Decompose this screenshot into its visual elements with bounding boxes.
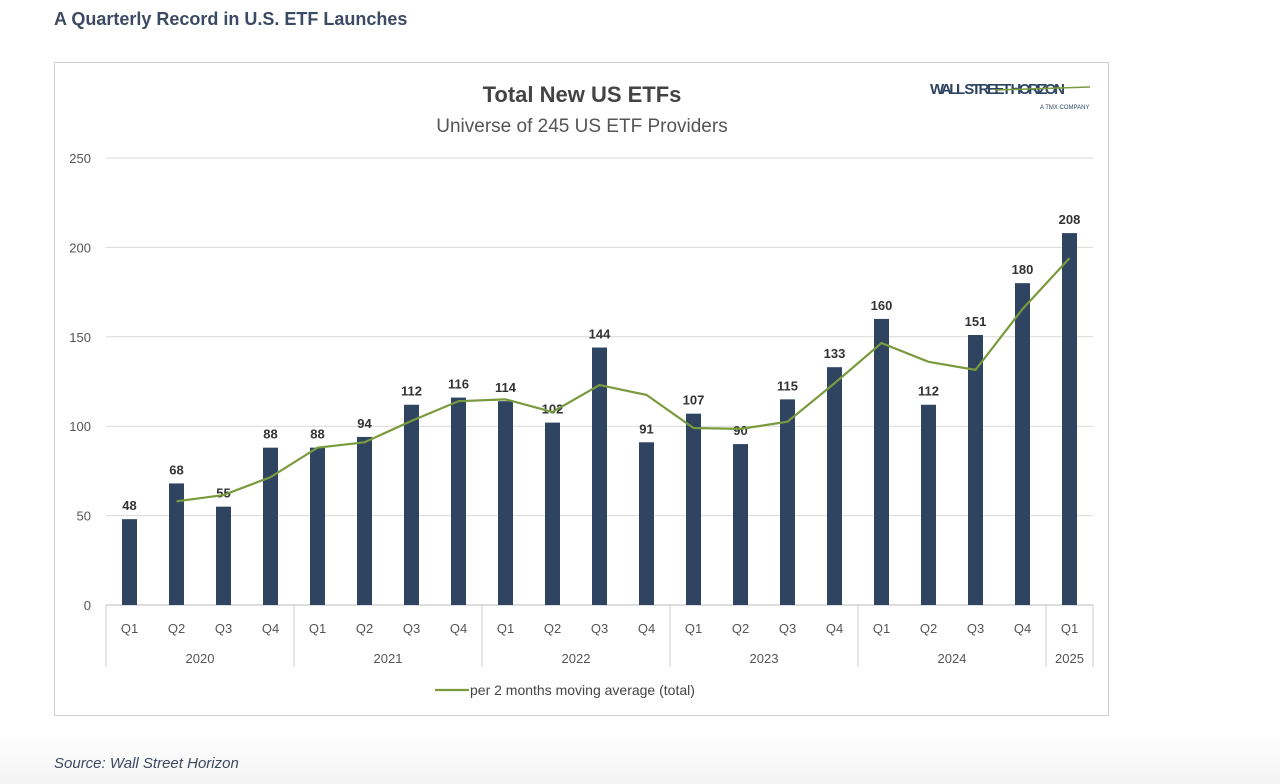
year-label: 2024: [938, 651, 967, 666]
bar: [451, 397, 466, 605]
x-tick-label: Q1: [1061, 621, 1078, 636]
data-label: 88: [310, 427, 324, 442]
x-tick-label: Q4: [262, 621, 279, 636]
chart-subtitle: Universe of 245 US ETF Providers: [436, 116, 727, 137]
bar: [827, 367, 842, 605]
y-tick-label: 150: [69, 330, 91, 345]
x-tick-label: Q2: [544, 621, 561, 636]
x-tick-label: Q1: [121, 621, 138, 636]
data-label: 68: [169, 462, 183, 477]
bar: [545, 422, 560, 605]
bar: [1062, 233, 1077, 605]
x-tick-label: Q4: [1014, 621, 1031, 636]
bar: [357, 436, 372, 605]
moving-average-line: [176, 257, 1071, 503]
x-tick-label: Q4: [450, 621, 467, 636]
y-tick-label: 0: [84, 598, 91, 613]
data-label: 112: [401, 384, 422, 399]
data-label: 48: [122, 498, 136, 513]
data-label: 115: [777, 378, 798, 393]
y-tick-label: 200: [69, 240, 91, 255]
x-tick-label: Q1: [309, 621, 326, 636]
bar: [1015, 283, 1030, 605]
bar: [686, 413, 701, 605]
data-label: 151: [965, 314, 987, 329]
bar: [780, 399, 795, 605]
data-label: 133: [824, 346, 846, 361]
x-tick-label: Q3: [215, 621, 232, 636]
chart: Total New US ETFs Universe of 245 US ETF …: [69, 81, 1094, 698]
x-tick-label: Q1: [497, 621, 514, 636]
data-label: 107: [683, 393, 705, 408]
x-tick-label: Q3: [403, 621, 420, 636]
logo-subtext: A TMX COMPANY: [1040, 105, 1089, 111]
year-label: 2023: [750, 651, 779, 666]
bar: [122, 519, 137, 605]
x-tick-label: Q3: [591, 621, 608, 636]
source-note: Source: Wall Street Horizon: [54, 755, 239, 772]
data-label: 102: [542, 402, 564, 417]
data-label: 88: [263, 427, 277, 442]
y-tick-label: 50: [77, 509, 91, 524]
x-tick-label: Q4: [638, 621, 655, 636]
y-tick-label: 100: [69, 419, 91, 434]
bar: [968, 335, 983, 605]
year-label: 2020: [186, 651, 215, 666]
bar: [404, 404, 419, 605]
data-label: 55: [216, 486, 230, 501]
year-label: 2025: [1055, 651, 1084, 666]
bar: [592, 347, 607, 605]
x-tick-label: Q2: [732, 621, 749, 636]
bar: [216, 506, 231, 605]
x-tick-label: Q1: [685, 621, 702, 636]
bar: [498, 401, 513, 605]
bar: [263, 447, 278, 605]
page-heading: A Quarterly Record in U.S. ETF Launches: [54, 9, 408, 29]
bar: [169, 483, 184, 605]
data-label: 112: [918, 384, 939, 399]
bar: [874, 318, 889, 605]
data-label: 116: [448, 377, 469, 392]
x-tick-label: Q2: [168, 621, 185, 636]
x-tick-label: Q4: [826, 621, 843, 636]
data-label: 160: [871, 298, 893, 313]
data-label: 91: [639, 421, 653, 436]
x-tick-label: Q2: [920, 621, 937, 636]
year-label: 2022: [562, 651, 591, 666]
logo-swoosh: [994, 86, 1091, 91]
legend-label: per 2 months moving average (total): [470, 682, 695, 698]
bar: [639, 442, 654, 605]
data-label: 144: [589, 327, 611, 342]
chart-title: Total New US ETFs: [483, 82, 682, 107]
x-tick-label: Q3: [779, 621, 796, 636]
year-label: 2021: [374, 651, 403, 666]
bar: [733, 444, 748, 605]
y-tick-label: 250: [69, 151, 91, 166]
data-label: 90: [733, 423, 747, 438]
x-tick-label: Q1: [873, 621, 890, 636]
data-label: 94: [357, 416, 372, 431]
data-label: 180: [1012, 262, 1034, 277]
data-label: 208: [1059, 212, 1081, 227]
chart-frame: Total New US ETFs Universe of 245 US ETF …: [54, 62, 1109, 716]
data-label: 114: [495, 380, 517, 395]
bar: [310, 447, 325, 605]
x-tick-label: Q3: [967, 621, 984, 636]
x-tick-label: Q2: [356, 621, 373, 636]
bar: [921, 404, 936, 605]
